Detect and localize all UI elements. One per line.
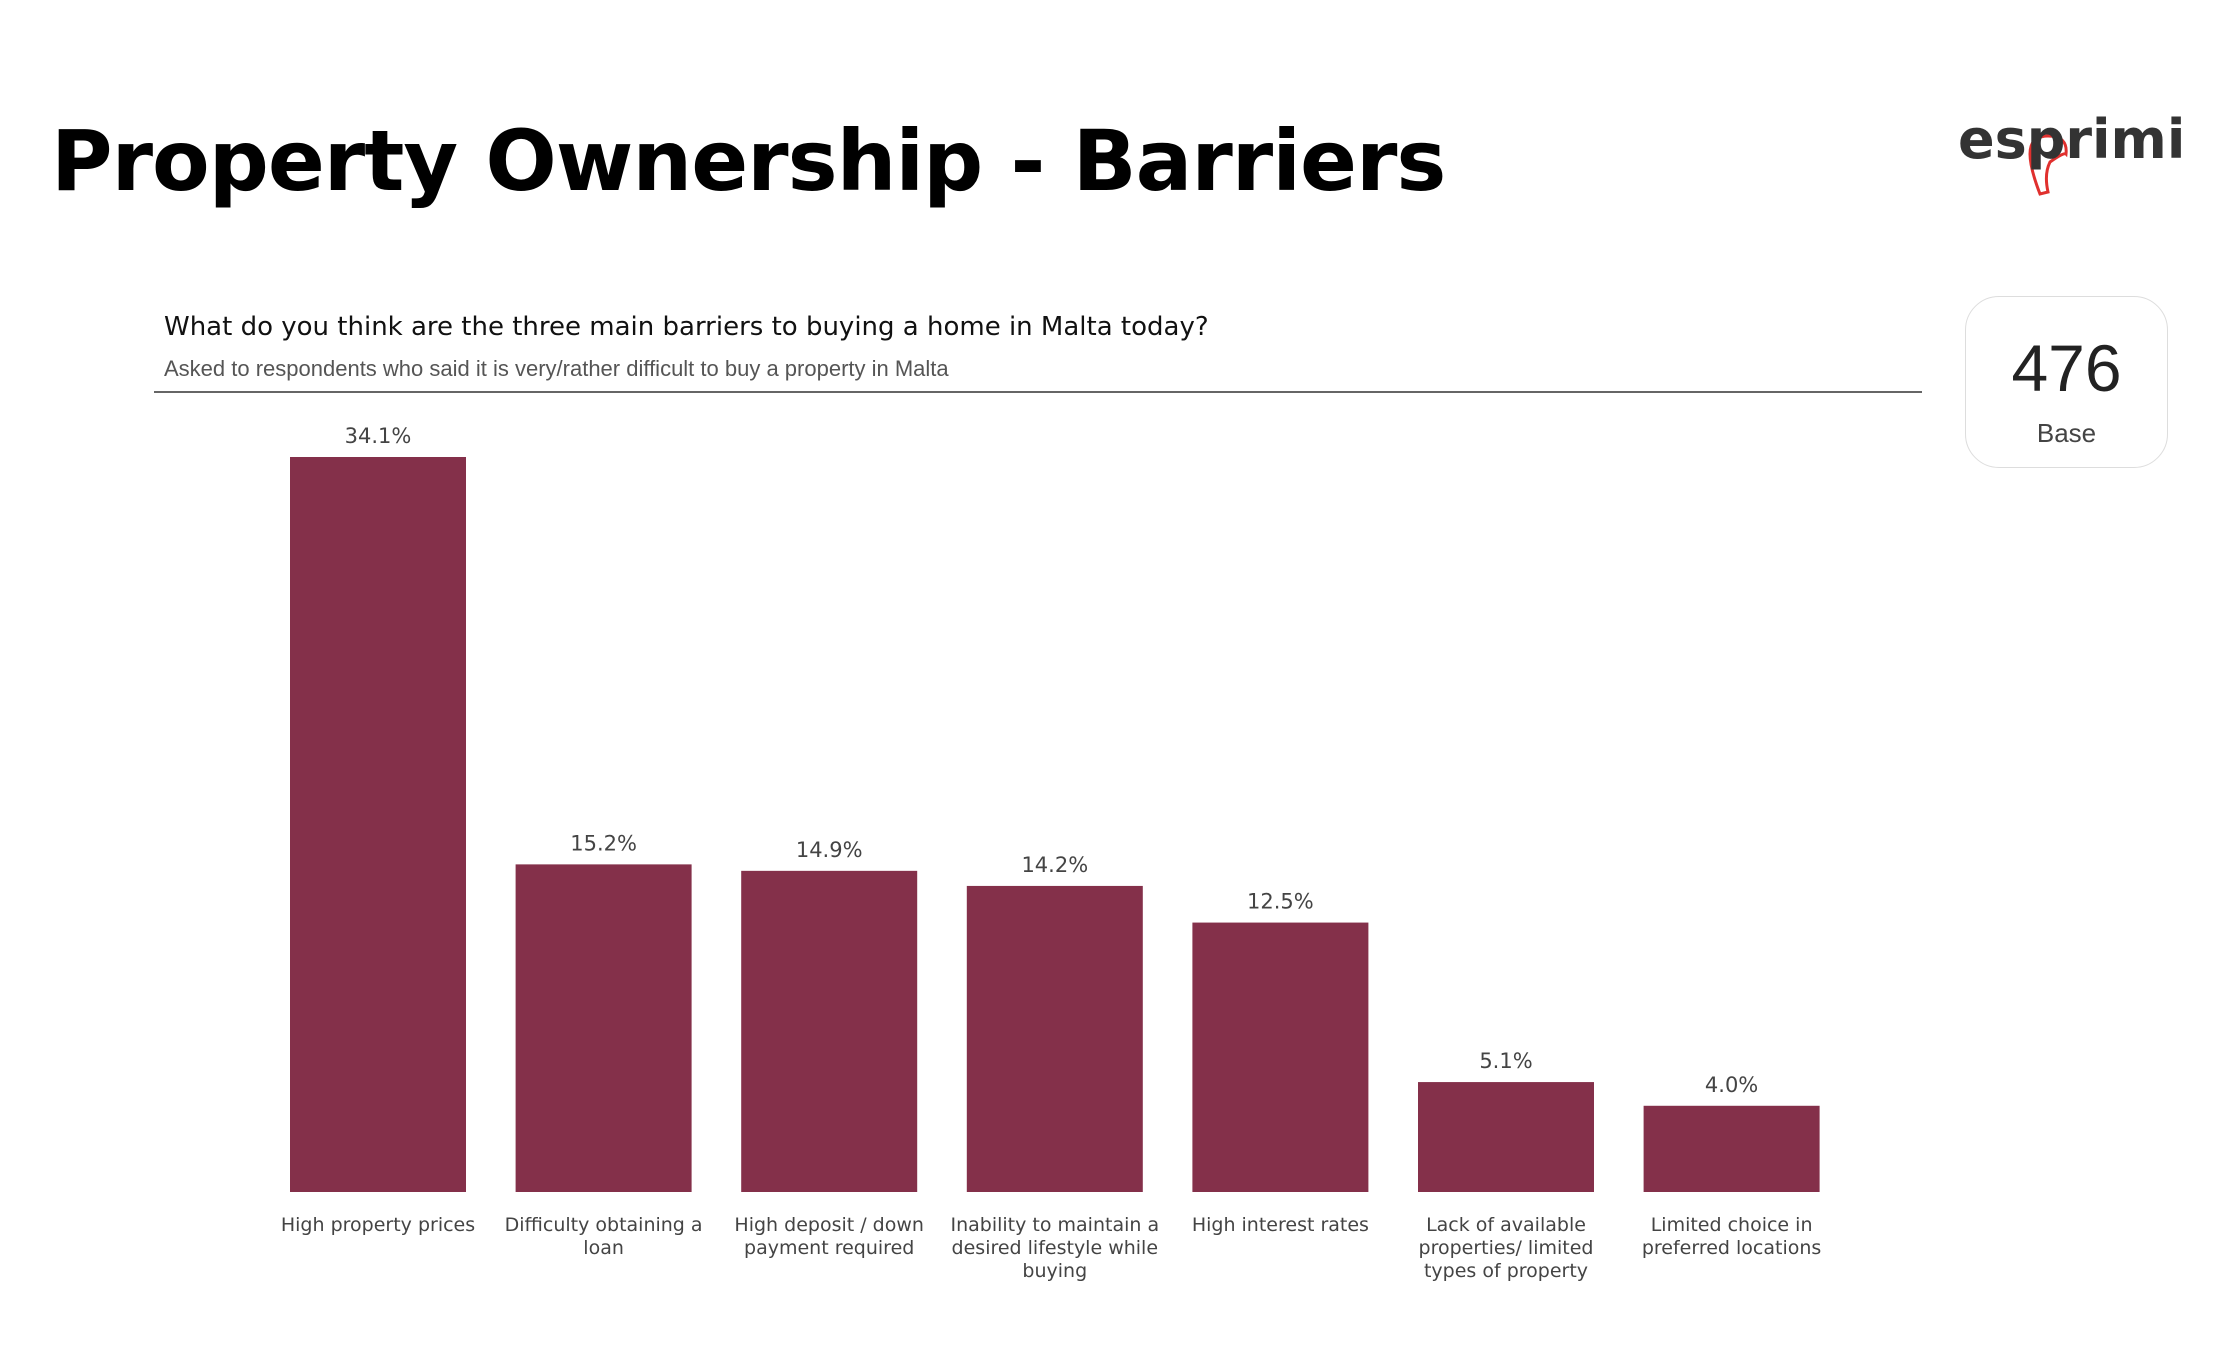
bar <box>741 870 918 1192</box>
x-tick-label: Inability to maintain a desired lifestyl… <box>950 1214 1160 1282</box>
x-tick-label: Lack of available properties/ limited ty… <box>1418 1214 1594 1282</box>
x-tick-label: High deposit / down payment required <box>734 1214 924 1259</box>
base-label: Base <box>2036 418 2097 448</box>
value-label: 14.9% <box>796 838 863 862</box>
bar <box>966 885 1143 1192</box>
logo: esprimi <box>1958 108 2186 171</box>
x-tick-label: Difficulty obtaining a loan <box>504 1214 703 1259</box>
value-label: 15.2% <box>570 831 637 855</box>
base-value: 476 <box>2011 331 2122 405</box>
value-label: 5.1% <box>1479 1049 1532 1073</box>
bar <box>1418 1082 1594 1192</box>
base-card <box>1965 296 2168 468</box>
value-label: 4.0% <box>1705 1073 1758 1097</box>
value-label: 34.1% <box>345 424 412 448</box>
chart-subtitle: Asked to respondents who said it is very… <box>164 356 949 381</box>
bar <box>290 457 466 1192</box>
bar <box>515 864 692 1192</box>
x-tick-label: Limited choice in preferred locations <box>1641 1214 1822 1259</box>
value-label: 12.5% <box>1247 890 1314 914</box>
value-label: 14.2% <box>1021 853 1088 877</box>
page-title: Property Ownership - Barriers <box>51 112 1446 210</box>
logo-pin <box>2028 134 2068 196</box>
bar <box>1643 1105 1820 1192</box>
x-tick-label: High interest rates <box>1191 1214 1369 1236</box>
x-tick-label: High property prices <box>280 1214 476 1236</box>
chart-title: What do you think are the three main bar… <box>164 312 1209 342</box>
divider <box>154 391 1922 393</box>
bar <box>1192 922 1369 1192</box>
